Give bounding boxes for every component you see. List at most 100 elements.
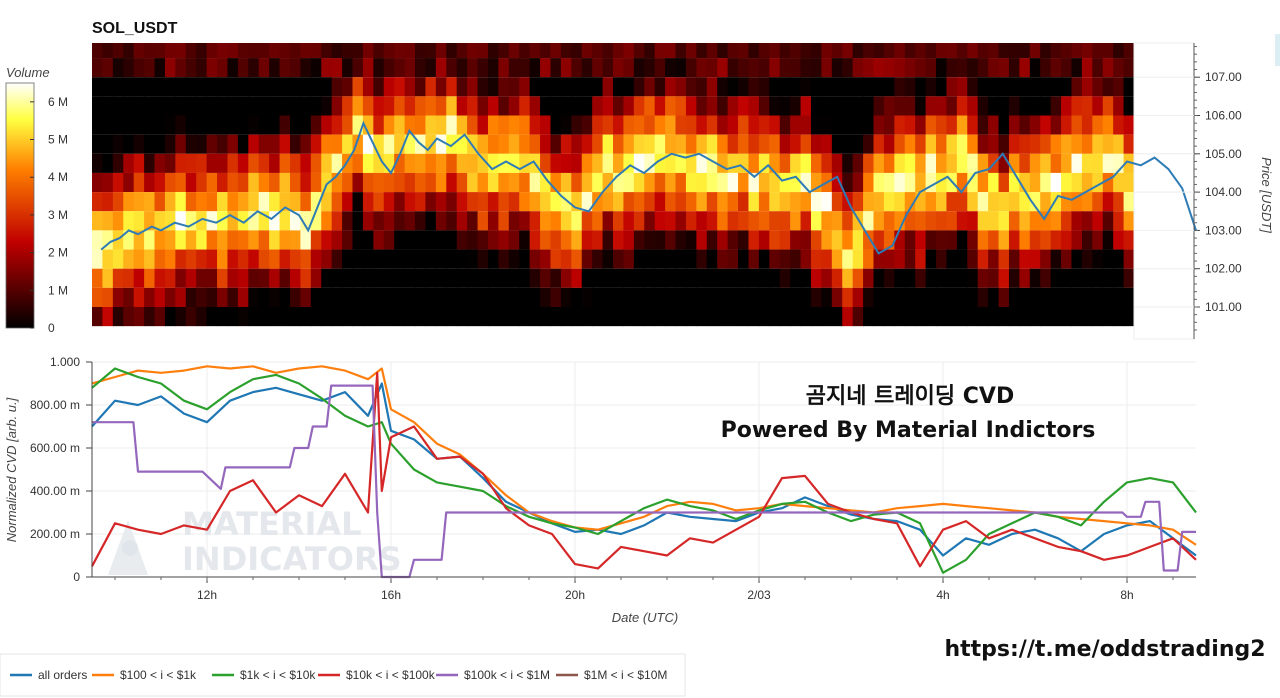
heatmap-cell (144, 172, 156, 193)
heatmap-cell (321, 153, 333, 173)
heatmap-cell (654, 211, 666, 231)
heatmap-cell (331, 249, 343, 269)
heatmap-cell (435, 172, 447, 193)
heatmap-cell (988, 77, 1000, 97)
heatmap-cell (560, 230, 572, 250)
heatmap-cell (248, 287, 260, 307)
heatmap-cells (92, 43, 1135, 327)
heatmap-cell (487, 287, 499, 307)
heatmap-cell (477, 287, 489, 307)
heatmap-cell (300, 77, 312, 97)
heatmap-cell (779, 43, 791, 59)
heatmap-cell (571, 58, 583, 78)
heatmap-cell (1029, 192, 1041, 212)
heatmap-cell (883, 307, 895, 327)
heatmap-cell (717, 192, 729, 212)
heatmap-cell (998, 153, 1010, 173)
heatmap-cell (394, 249, 406, 269)
heatmap-cell (727, 249, 739, 269)
heatmap-cell (1092, 77, 1104, 97)
heatmap-cell (435, 58, 447, 78)
heatmap-cell (967, 115, 979, 135)
heatmap-cell (362, 153, 374, 173)
heatmap-cell (873, 287, 885, 307)
heatmap-cell (1029, 153, 1041, 173)
heatmap-cell (863, 153, 875, 173)
heatmap-cell (571, 134, 583, 154)
heatmap-cell (623, 249, 635, 269)
heatmap-cell (279, 172, 291, 193)
heatmap-cell (352, 307, 364, 327)
heatmap-cell (404, 211, 416, 231)
heatmap-cell (800, 58, 812, 78)
heatmap-cell (727, 172, 739, 193)
heatmap-cell (904, 77, 916, 97)
heatmap-cell (519, 249, 531, 269)
colorbar-tick-label: 3 M (48, 208, 68, 222)
heatmap-cell (915, 307, 927, 327)
heatmap-cell (331, 268, 343, 288)
heatmap-cell (665, 43, 677, 59)
heatmap-cell (863, 249, 875, 269)
heatmap-cell (925, 43, 937, 59)
heatmap-cell (1008, 134, 1020, 154)
heatmap-cell (144, 211, 156, 231)
heatmap-cell (842, 58, 854, 78)
heatmap-cell (696, 58, 708, 78)
heatmap-cell (810, 153, 822, 173)
heatmap-cell (321, 192, 333, 212)
heatmap-cell (654, 96, 666, 116)
heatmap-cell (644, 96, 656, 116)
heatmap-cell (925, 230, 937, 250)
heatmap-cell (883, 192, 895, 212)
heatmap-cell (831, 77, 843, 97)
heatmap-cell (248, 43, 260, 59)
price-tick-label: 106.00 (1205, 109, 1242, 123)
heatmap-cell (769, 153, 781, 173)
heatmap-cell (331, 77, 343, 97)
heatmap-cell (936, 134, 948, 154)
heatmap-cell (738, 77, 750, 97)
heatmap-cell (602, 43, 614, 59)
heatmap-cell (404, 134, 416, 154)
heatmap-cell (1061, 230, 1073, 250)
heatmap-cell (269, 172, 281, 193)
heatmap-cell (404, 96, 416, 116)
heatmap-cell (425, 115, 437, 135)
cvd-x-ticks: 12h 16h 20h 2/03 4h 8h (114, 577, 1174, 602)
heatmap-cell (685, 172, 697, 193)
heatmap-cell (685, 58, 697, 78)
heatmap-cell (831, 307, 843, 327)
heatmap-cell (185, 153, 197, 173)
heatmap-cell (1061, 192, 1073, 212)
heatmap-cell (998, 172, 1010, 193)
heatmap-cell (1113, 211, 1125, 231)
heatmap-cell (665, 153, 677, 173)
heatmap-cell (560, 43, 572, 59)
heatmap-cell (1050, 268, 1062, 288)
heatmap-cell (1113, 192, 1125, 212)
heatmap-cell (404, 307, 416, 327)
heatmap-cell (1071, 287, 1083, 307)
heatmap-cell (1102, 268, 1114, 288)
heatmap-cell (1029, 249, 1041, 269)
heatmap-cell (748, 172, 760, 193)
heatmap-cell (727, 134, 739, 154)
heatmap-cell (248, 268, 260, 288)
heatmap-cell (425, 153, 437, 173)
heatmap-cell (748, 211, 760, 231)
heatmap-cell (258, 287, 270, 307)
heatmap-cell (373, 249, 385, 269)
heatmap-cell (810, 192, 822, 212)
heatmap-cell (988, 96, 1000, 116)
heatmap-cell (487, 230, 499, 250)
heatmap-cell (946, 192, 958, 212)
heatmap-cell (310, 172, 322, 193)
heatmap-cell (269, 58, 281, 78)
heatmap-cell (946, 43, 958, 59)
heatmap-cell (967, 268, 979, 288)
heatmap-cell (289, 268, 301, 288)
heatmap-cell (1113, 58, 1125, 78)
heatmap-cell (748, 230, 760, 250)
heatmap-cell (487, 115, 499, 135)
